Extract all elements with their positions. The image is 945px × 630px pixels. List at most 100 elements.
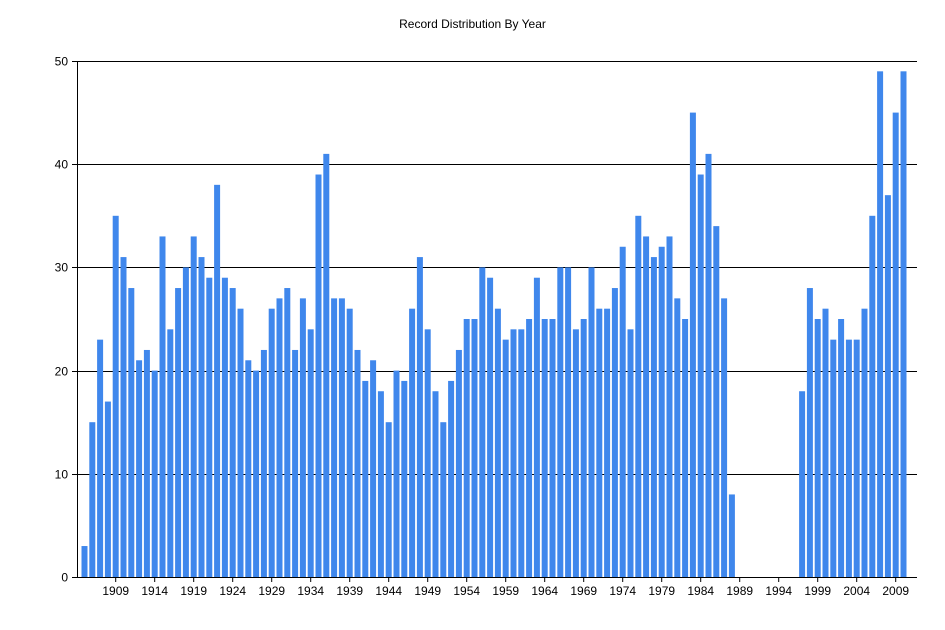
bar xyxy=(237,308,244,577)
bar xyxy=(299,298,306,577)
bar xyxy=(338,298,345,577)
x-tick-label: 1909 xyxy=(102,584,129,598)
x-tick-label: 1939 xyxy=(336,584,363,598)
x-tick-label: 2004 xyxy=(843,584,870,598)
bar xyxy=(635,215,642,578)
x-tick-labels: 1909 1914 1919 1924 1929 1934 1939 1944 1949 1954… xyxy=(102,584,909,598)
x-tick-label: 1944 xyxy=(375,584,402,598)
bar xyxy=(440,422,447,577)
x-tick-label: 1934 xyxy=(297,584,324,598)
bar xyxy=(292,349,299,577)
bar xyxy=(494,308,501,577)
bar xyxy=(565,267,572,577)
bar xyxy=(721,298,728,577)
bar xyxy=(658,246,665,577)
bar xyxy=(877,71,884,577)
bar xyxy=(650,257,657,577)
bar xyxy=(206,277,213,577)
bars xyxy=(81,71,907,578)
bar xyxy=(370,360,377,577)
bar xyxy=(81,546,88,577)
bar xyxy=(541,319,548,577)
bar xyxy=(253,370,260,577)
bar xyxy=(689,112,696,577)
bar xyxy=(487,277,494,577)
bar xyxy=(682,319,689,577)
y-tick-label: 10 xyxy=(55,468,69,482)
y-tick-label: 20 xyxy=(55,365,69,379)
x-tick-label: 1999 xyxy=(804,584,831,598)
bar xyxy=(611,288,618,577)
y-tick-label: 30 xyxy=(55,261,69,275)
bar xyxy=(284,288,291,577)
bar xyxy=(385,422,392,577)
bar xyxy=(510,329,517,577)
bar xyxy=(331,298,338,577)
x-tick-label: 1974 xyxy=(609,584,636,598)
x-tick-label: 1924 xyxy=(219,584,246,598)
y-tick-labels: 0 10 20 30 40 50 xyxy=(55,55,69,585)
bar xyxy=(619,246,626,577)
x-tick-label: 1969 xyxy=(570,584,597,598)
bar xyxy=(705,153,712,577)
bar xyxy=(900,71,907,577)
bar xyxy=(713,226,720,577)
bar xyxy=(799,391,806,577)
bar xyxy=(416,257,423,577)
bar xyxy=(463,319,470,577)
bar xyxy=(580,319,587,577)
bar xyxy=(424,329,431,577)
bar xyxy=(806,288,813,577)
bar xyxy=(728,494,735,577)
bar xyxy=(697,174,704,577)
bar xyxy=(151,370,158,577)
bar xyxy=(112,215,119,578)
bar xyxy=(315,174,322,577)
x-tick-label: 1979 xyxy=(648,584,675,598)
y-tick-label: 40 xyxy=(55,158,69,172)
bar xyxy=(276,298,283,577)
bar xyxy=(455,349,462,577)
bar xyxy=(268,308,275,577)
bar xyxy=(643,236,650,577)
x-tick-label: 1984 xyxy=(687,584,714,598)
bar xyxy=(323,153,330,577)
bar xyxy=(822,308,829,577)
x-tick-label: 1989 xyxy=(726,584,753,598)
bar xyxy=(260,349,267,577)
x-tick-label: 1949 xyxy=(414,584,441,598)
bar xyxy=(853,339,860,577)
x-tick-label: 1919 xyxy=(180,584,207,598)
chart-title: Record Distribution By Year xyxy=(399,17,546,31)
y-tick-label: 0 xyxy=(61,571,68,585)
bar xyxy=(143,349,150,577)
bar xyxy=(674,298,681,577)
bar xyxy=(120,257,127,577)
x-tick-label: 1959 xyxy=(492,584,519,598)
bar xyxy=(97,339,104,577)
bar xyxy=(362,380,369,577)
bar xyxy=(128,288,135,577)
bar xyxy=(588,267,595,577)
x-tick-label: 1964 xyxy=(531,584,558,598)
bar xyxy=(845,339,852,577)
bar xyxy=(89,422,96,577)
x-tick-label: 1929 xyxy=(258,584,285,598)
bar xyxy=(167,329,174,577)
bar xyxy=(666,236,673,577)
bar xyxy=(814,319,821,577)
bar xyxy=(448,380,455,577)
bar xyxy=(869,215,876,578)
bar xyxy=(307,329,314,577)
bar xyxy=(471,319,478,577)
bar xyxy=(136,360,143,577)
bar xyxy=(190,236,197,577)
bar xyxy=(159,236,166,577)
bar xyxy=(533,277,540,577)
bar xyxy=(884,195,891,577)
x-tick-label: 1994 xyxy=(765,584,792,598)
bar xyxy=(861,308,868,577)
bar xyxy=(557,267,564,577)
